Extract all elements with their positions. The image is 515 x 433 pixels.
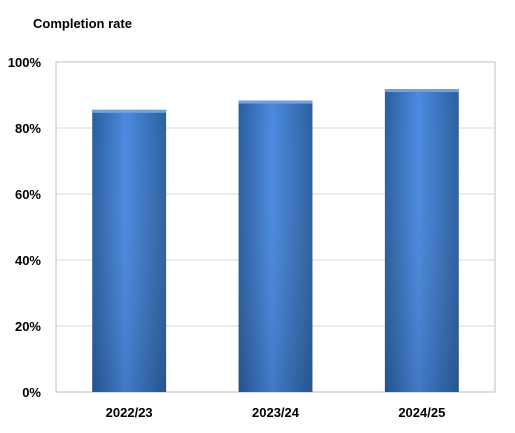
bar (384, 89, 459, 392)
y-tick-label: 80% (15, 121, 41, 136)
bar (238, 100, 313, 393)
x-tick-label: 2022/23 (106, 405, 153, 420)
x-tick-label: 2023/24 (252, 405, 300, 420)
chart-title: Completion rate (33, 16, 132, 31)
y-tick-label: 20% (15, 319, 41, 334)
x-tick-label: 2024/25 (398, 405, 445, 420)
y-tick-label: 100% (8, 55, 42, 70)
y-tick-label: 60% (15, 187, 41, 202)
bar (92, 109, 167, 392)
y-tick-label: 40% (15, 253, 41, 268)
y-tick-label: 0% (22, 385, 41, 400)
